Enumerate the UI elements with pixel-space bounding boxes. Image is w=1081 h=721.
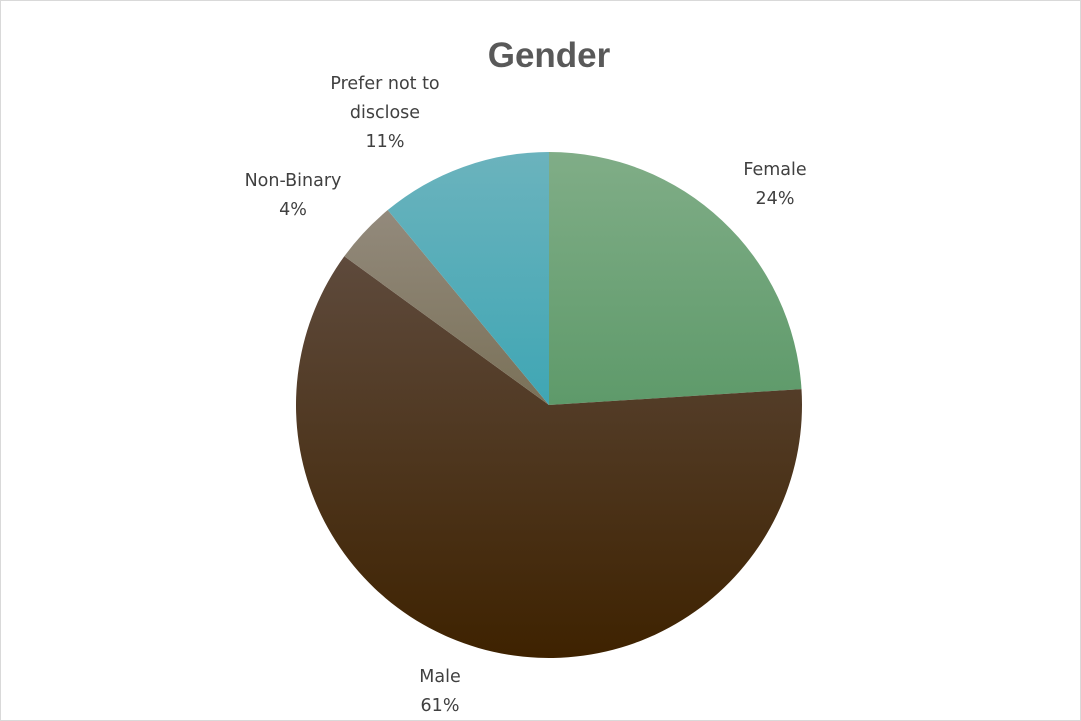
pie-slice-prefer-not-to-disclose (387, 152, 549, 405)
pie-slices (295, 152, 802, 659)
pie-slice-non-binary (344, 210, 549, 405)
data-labels: Female 24% Male 61% Non-Binary 4% Prefer not t… (245, 74, 807, 716)
data-label-non-binary: Non-Binary 4% (245, 171, 342, 220)
pie-slice-male (295, 256, 802, 659)
data-label-female: Female 24% (743, 160, 806, 209)
data-label-prefer-not-to-disclose: Prefer not to disclose 11% (330, 74, 439, 152)
pie-slice-female (549, 152, 802, 405)
data-label-male: Male 61% (419, 667, 460, 716)
chart-title: Gender (488, 36, 611, 75)
